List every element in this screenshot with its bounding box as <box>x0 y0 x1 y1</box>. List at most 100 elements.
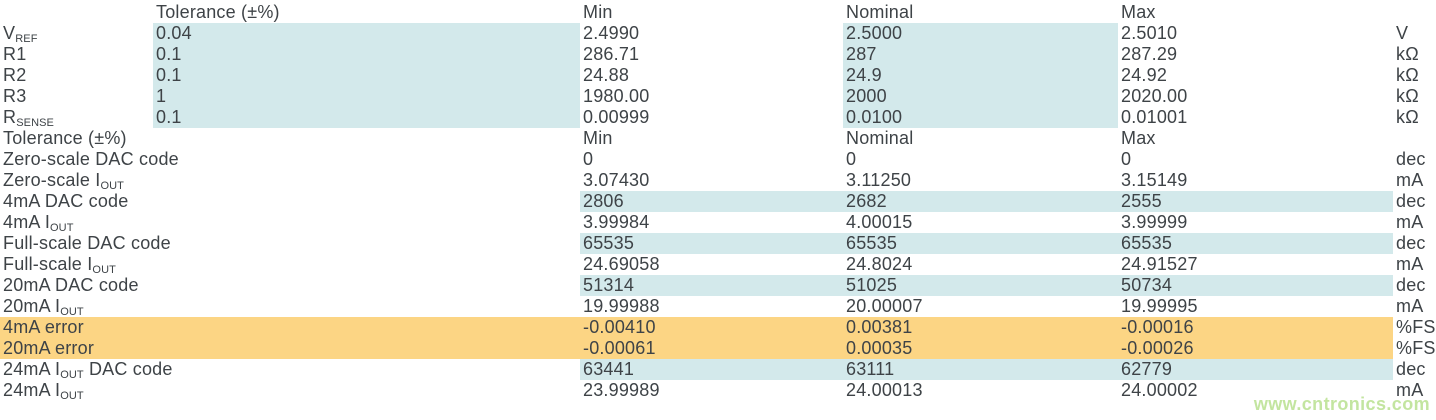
table-row-4ma-dac-code: 4mA DAC code 2806 2682 2555 dec <box>0 191 1436 212</box>
tolerance-value <box>153 338 580 359</box>
row-label: Full-scale DAC code <box>0 233 171 254</box>
min-value: -0.00410 <box>580 317 843 338</box>
row-label-subscript: REF <box>15 33 38 45</box>
column-header-unit <box>1393 128 1436 149</box>
table-row-rsense: RSENSE 0.1 0.00999 0.0100 0.01001 kΩ <box>0 107 1436 129</box>
unit-label: kΩ <box>1396 86 1419 106</box>
row-label-text: R2 <box>3 65 27 85</box>
row-label: VREF <box>0 23 153 45</box>
max-value: -0.00026 <box>1118 338 1393 359</box>
min-value: 3.99984 <box>583 212 650 232</box>
max-value: 0.01001 <box>1121 107 1188 127</box>
column-header-unit <box>1393 2 1436 23</box>
tolerance-value <box>153 149 580 170</box>
row-label-text: 24mA I <box>3 359 61 379</box>
nominal-value: 2.5000 <box>843 23 1118 44</box>
table-row-r3: R3 1 1980.00 2000 2020.00 kΩ <box>0 86 1436 107</box>
max-value: 65535 <box>1118 233 1393 254</box>
nominal-value: 287 <box>843 44 1118 65</box>
unit-label: kΩ <box>1396 107 1419 127</box>
tolerance-table: Tolerance (±%) Min Nominal Max VREF 0.04 2.499… <box>0 2 1436 402</box>
nominal-value: 24.9 <box>843 65 1118 86</box>
nominal-value: 2000 <box>843 86 1118 107</box>
column-header-blank: Tolerance (±%) <box>3 128 127 148</box>
row-label-text: R <box>3 107 17 127</box>
max-value: 24.91527 <box>1121 254 1198 274</box>
min-value: 24.69058 <box>583 254 660 274</box>
nominal-value: 0 <box>846 149 857 169</box>
header-row-header-mid: Tolerance (±%) Min Nominal Max <box>0 128 1436 149</box>
row-label-subscript: OUT <box>92 264 116 276</box>
column-header-nominal: Nominal <box>846 2 914 22</box>
min-value: -0.00061 <box>580 338 843 359</box>
tolerance-value <box>153 275 580 296</box>
row-label: 20mA DAC code <box>0 275 153 296</box>
max-value: -0.00016 <box>1118 317 1393 338</box>
table-row-24ma-iout: 24mA IOUT 23.99989 24.00013 24.00002 mA <box>0 380 1436 402</box>
column-header-blank <box>0 2 153 23</box>
column-header-tolerance <box>153 128 580 149</box>
column-header-max: Max <box>1121 2 1156 22</box>
row-label: 4mA IOUT <box>0 212 153 234</box>
unit-label: mA <box>1396 170 1424 190</box>
column-header-max: Max <box>1121 128 1156 148</box>
table-row-20ma-dac-code: 20mA DAC code 51314 51025 50734 dec <box>0 275 1436 296</box>
unit-label: mA <box>1396 380 1424 400</box>
min-value: 23.99989 <box>583 380 660 400</box>
max-value: 2555 <box>1118 191 1393 212</box>
row-label: R3 <box>0 86 153 107</box>
nominal-value: 20.00007 <box>846 296 923 316</box>
tolerance-value <box>153 233 580 254</box>
unit-label: mA <box>1396 254 1424 274</box>
max-value: 19.99995 <box>1121 296 1198 316</box>
tolerance-value <box>153 170 580 191</box>
max-value: 50734 <box>1118 275 1393 296</box>
max-value: 24.00002 <box>1121 380 1198 400</box>
nominal-value: 0.00035 <box>843 338 1118 359</box>
row-label: RSENSE <box>0 107 153 129</box>
row-label-text: Full-scale I <box>3 254 93 274</box>
nominal-value: 3.11250 <box>846 170 912 190</box>
row-label-subscript: OUT <box>60 306 84 318</box>
min-value: 0 <box>583 149 594 169</box>
row-label: Zero-scale DAC code <box>0 149 179 170</box>
table-row-zero-scale-dac-code: Zero-scale DAC code 0 0 0 dec <box>0 149 1436 170</box>
min-value: 3.07430 <box>583 170 650 190</box>
row-label: R2 <box>0 65 153 86</box>
row-label-text: R3 <box>3 86 27 106</box>
column-header-nominal: Nominal <box>846 128 914 148</box>
row-label: 20mA error <box>0 338 153 359</box>
row-label: 4mA error <box>0 317 153 338</box>
table-row-zero-scale-iout: Zero-scale IOUT 3.07430 3.11250 3.15149 mA <box>0 170 1436 192</box>
row-label-subscript: SENSE <box>16 117 54 129</box>
tolerance-value <box>153 359 580 380</box>
watermark: www.cntronics.com <box>1253 394 1430 414</box>
table-row-full-scale-dac-code: Full-scale DAC code 65535 65535 65535 dec <box>0 233 1436 254</box>
unit-label: kΩ <box>1396 44 1419 64</box>
table-row-vref: VREF 0.04 2.4990 2.5000 2.5010 V <box>0 23 1436 45</box>
row-label-text: 4mA DAC code <box>3 191 129 211</box>
unit-label: mA <box>1396 296 1424 316</box>
unit-label: dec <box>1396 149 1426 169</box>
min-value: 51314 <box>580 275 843 296</box>
tolerance-value: 1 <box>153 86 580 107</box>
max-value: 2020.00 <box>1121 86 1188 106</box>
table-row-full-scale-iout: Full-scale IOUT 24.69058 24.8024 24.91527 mA <box>0 254 1436 276</box>
unit-label: %FS <box>1396 338 1436 358</box>
tolerance-value: 0.04 <box>153 23 580 44</box>
table-row-24ma-iout-dac-code: 24mA IOUT DAC code 63441 63111 62779 dec <box>0 359 1436 381</box>
min-value: 65535 <box>580 233 843 254</box>
tolerance-value <box>153 380 580 401</box>
column-header-min: Min <box>583 2 613 22</box>
row-label: R1 <box>0 44 153 65</box>
unit-label: %FS <box>1396 317 1436 337</box>
header-row-header-top: Tolerance (±%) Min Nominal Max <box>0 2 1436 23</box>
max-value: 62779 <box>1118 359 1393 380</box>
row-label-text: Zero-scale I <box>3 170 101 190</box>
tolerance-value <box>153 296 580 317</box>
nominal-value: 4.00015 <box>846 212 913 232</box>
row-label: 24mA IOUT <box>0 380 153 402</box>
tolerance-value <box>153 212 580 233</box>
tolerance-value <box>153 191 580 212</box>
unit-label: dec <box>1396 191 1426 211</box>
